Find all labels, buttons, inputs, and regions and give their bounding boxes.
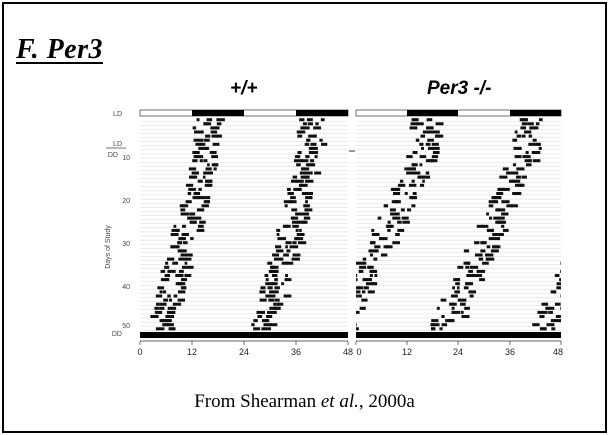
figure-caption: From Shearman et al., 2000a bbox=[0, 391, 609, 413]
caption-post: , 2000a bbox=[358, 391, 415, 412]
panel-label-knockout: Per3 -/- bbox=[427, 78, 492, 99]
actogram-figure: LD LD DD DD Days of Study 10 20 30 40 50… bbox=[105, 109, 563, 357]
dd-mid-label: DD bbox=[108, 152, 118, 159]
slide-title: F. Per3 bbox=[16, 34, 103, 65]
ld-light-bar-left bbox=[139, 109, 349, 117]
x-tick-right-48: 48 bbox=[553, 347, 563, 357]
dd-bar-right bbox=[356, 332, 561, 338]
ld-light-bar-right bbox=[355, 109, 562, 117]
y-tick-30: 30 bbox=[122, 241, 130, 248]
y-tick-50: 50 bbox=[122, 323, 130, 330]
x-tick-left-0: 0 bbox=[137, 347, 142, 357]
x-axis-right: 0 12 24 36 48 bbox=[355, 340, 563, 357]
x-tick-right-24: 24 bbox=[453, 347, 463, 357]
y-axis-title: Days of Study bbox=[105, 225, 112, 269]
x-axis-left: 0 12 24 36 48 bbox=[137, 340, 353, 357]
dd-bar-left bbox=[140, 332, 348, 338]
actogram-wildtype bbox=[140, 118, 348, 331]
y-tick-40: 40 bbox=[122, 284, 130, 291]
x-tick-right-12: 12 bbox=[402, 347, 412, 357]
x-tick-left-36: 36 bbox=[291, 347, 301, 357]
caption-italic: et al. bbox=[320, 391, 359, 412]
x-tick-right-0: 0 bbox=[356, 347, 361, 357]
ld-mid-label: LD bbox=[113, 141, 122, 148]
x-tick-right-36: 36 bbox=[505, 347, 515, 357]
y-tick-10: 10 bbox=[122, 155, 130, 162]
y-tick-labels: 10 20 30 40 50 bbox=[122, 155, 130, 330]
x-tick-left-24: 24 bbox=[239, 347, 249, 357]
y-tick-20: 20 bbox=[122, 198, 130, 205]
caption-pre: From Shearman bbox=[194, 391, 321, 412]
actogram-knockout bbox=[356, 118, 561, 331]
x-tick-left-12: 12 bbox=[187, 347, 197, 357]
ld-top-label: LD bbox=[113, 111, 122, 118]
dd-bottom-label: DD bbox=[112, 331, 122, 338]
panel-label-wildtype: +/+ bbox=[230, 78, 258, 99]
x-tick-left-48: 48 bbox=[343, 347, 353, 357]
